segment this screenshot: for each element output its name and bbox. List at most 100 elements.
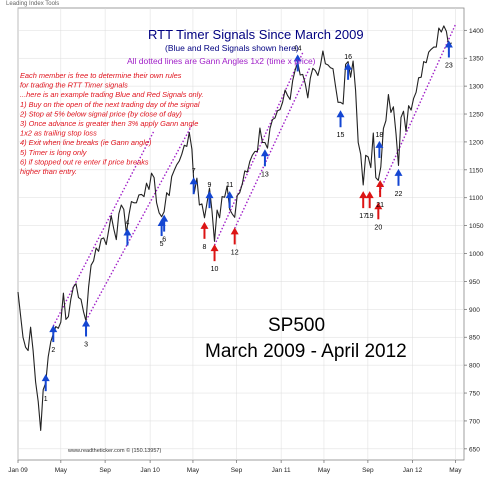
y-tick-label: 1200 (469, 139, 484, 146)
gann-note: All dotted lines are Gann Angles 1x2 (ti… (127, 56, 316, 66)
x-tick-label: May (55, 467, 68, 474)
y-tick-label: 1250 (469, 112, 484, 119)
x-tick-label: May (449, 467, 462, 474)
signal-21: 21 (376, 179, 385, 209)
y-tick-label: 1400 (469, 28, 484, 35)
signal-13: 13 (260, 149, 269, 178)
signal-arrow-head (82, 319, 91, 327)
signal-23: 23 (444, 40, 453, 69)
y-tick-label: 700 (469, 418, 480, 425)
y-tick-label: 1050 (469, 223, 484, 230)
signal-arrow-head (225, 191, 234, 199)
signal-22: 22 (394, 168, 403, 198)
watermark: www.readtheticker.com © (150.13957) (67, 447, 161, 454)
signal-label: 5 (160, 241, 164, 248)
x-tick-label: Sep (231, 467, 243, 474)
signal-label: 8 (203, 244, 207, 251)
signal-3: 3 (82, 319, 91, 348)
gann-angle-line (213, 52, 304, 246)
chart-subtitle: (Blue and Red Signals shown here) (165, 43, 299, 53)
signal-arrow-head (374, 202, 383, 210)
rules-note-line: 6) if stopped out re enter if price brea… (20, 157, 149, 166)
grid-layer (17, 8, 464, 460)
signal-label: 11 (226, 182, 233, 189)
y-axis: 650 700 750 800 850 900 950 1000 1050 1100 1150 120… (464, 28, 484, 453)
signal-label: 22 (395, 191, 403, 198)
signal-arrow-head (394, 168, 403, 176)
x-tick-label: Sep (99, 467, 111, 474)
signal-17: 17 (359, 191, 368, 220)
y-tick-label: 1000 (469, 251, 484, 258)
rules-note-line: 3) Once advance is greater then 3% apply… (20, 119, 198, 128)
y-tick-label: 950 (469, 279, 480, 286)
signal-label: 3 (84, 341, 88, 348)
y-tick-label: 1300 (469, 84, 484, 91)
signal-15: 15 (336, 110, 345, 139)
signal-arrow-head (375, 140, 384, 148)
signal-11: 11 (225, 182, 234, 209)
signal-4: 4 (123, 220, 132, 246)
signal-label: 9 (208, 182, 212, 189)
rules-note-line: Each member is free to determine their o… (20, 71, 182, 80)
signal-label: 13 (261, 171, 269, 178)
signal-arrow-head (336, 110, 345, 118)
rules-note-line: 1x2 as trailing stop loss (20, 129, 97, 138)
signal-arrow-head (230, 227, 239, 235)
signal-16: 16 (344, 54, 353, 80)
x-tick-label: May (187, 467, 200, 474)
x-tick-label: Jan 12 (403, 467, 423, 474)
signal-arrow-head (365, 191, 374, 199)
rules-note-line: 2) Stop at 5% below signal price (by clo… (19, 109, 182, 118)
y-tick-label: 1100 (469, 195, 483, 202)
signal-arrow-head (123, 228, 132, 236)
signal-arrow-head (260, 149, 269, 157)
signal-arrow-head (160, 214, 169, 222)
rules-note-line: 4) Exit when line breaks (ie Gann angle) (20, 138, 152, 147)
signal-label: 19 (366, 213, 374, 220)
signal-label: 17 (359, 213, 367, 220)
signal-label: 6 (162, 237, 166, 244)
y-tick-label: 900 (469, 307, 480, 314)
signal-label: 16 (344, 54, 352, 61)
signal-arrow-head (189, 177, 198, 185)
signal-arrow-head (376, 179, 385, 187)
signal-12: 12 (230, 227, 239, 256)
signal-arrow-head (210, 244, 219, 252)
signal-label: 4 (125, 220, 129, 227)
rules-note-line: for trading the RTT Timer signals (20, 81, 128, 90)
signal-label: 15 (337, 132, 345, 139)
y-tick-label: 650 (469, 446, 480, 453)
signal-label: 20 (374, 224, 382, 231)
signal-18: 18 (375, 132, 384, 158)
signal-arrow-head (205, 191, 214, 199)
signal-label: 7 (192, 168, 196, 175)
signal-arrow-head (49, 325, 58, 333)
signal-label: 14 (294, 45, 302, 52)
signal-9: 9 (205, 182, 214, 209)
price-series (17, 25, 452, 431)
signal-8: 8 (200, 221, 209, 251)
y-tick-label: 850 (469, 335, 480, 342)
chart-title: RTT Timer Signals Since March 2009 (148, 27, 364, 42)
gann-angle-line (52, 130, 155, 327)
signal-2: 2 (49, 325, 58, 354)
signal-6: 6 (160, 214, 169, 244)
big-label-line2: March 2009 - April 2012 (205, 341, 407, 362)
signal-20: 20 (374, 202, 383, 231)
signal-arrow-head (200, 221, 209, 229)
signal-arrow-head (359, 191, 368, 199)
signal-label: 23 (445, 62, 453, 69)
signal-label: 10 (211, 266, 219, 273)
x-tick-label: Jan 11 (272, 467, 291, 474)
signal-arrow-head (444, 40, 453, 48)
signal-label: 2 (51, 347, 55, 354)
rules-note-line: 5) Timer is long only (20, 148, 88, 157)
signal-10: 10 (210, 244, 219, 273)
x-axis: Jan 09 May Sep Jan 10 May Sep Jan 11 May Sep Jan … (8, 460, 462, 474)
signal-label: 21 (376, 202, 384, 209)
signal-14: 14 (293, 45, 302, 72)
signal-7: 7 (189, 168, 198, 195)
rules-notes: Each member is free to determine their o… (19, 71, 204, 176)
gann-lines (52, 24, 456, 327)
